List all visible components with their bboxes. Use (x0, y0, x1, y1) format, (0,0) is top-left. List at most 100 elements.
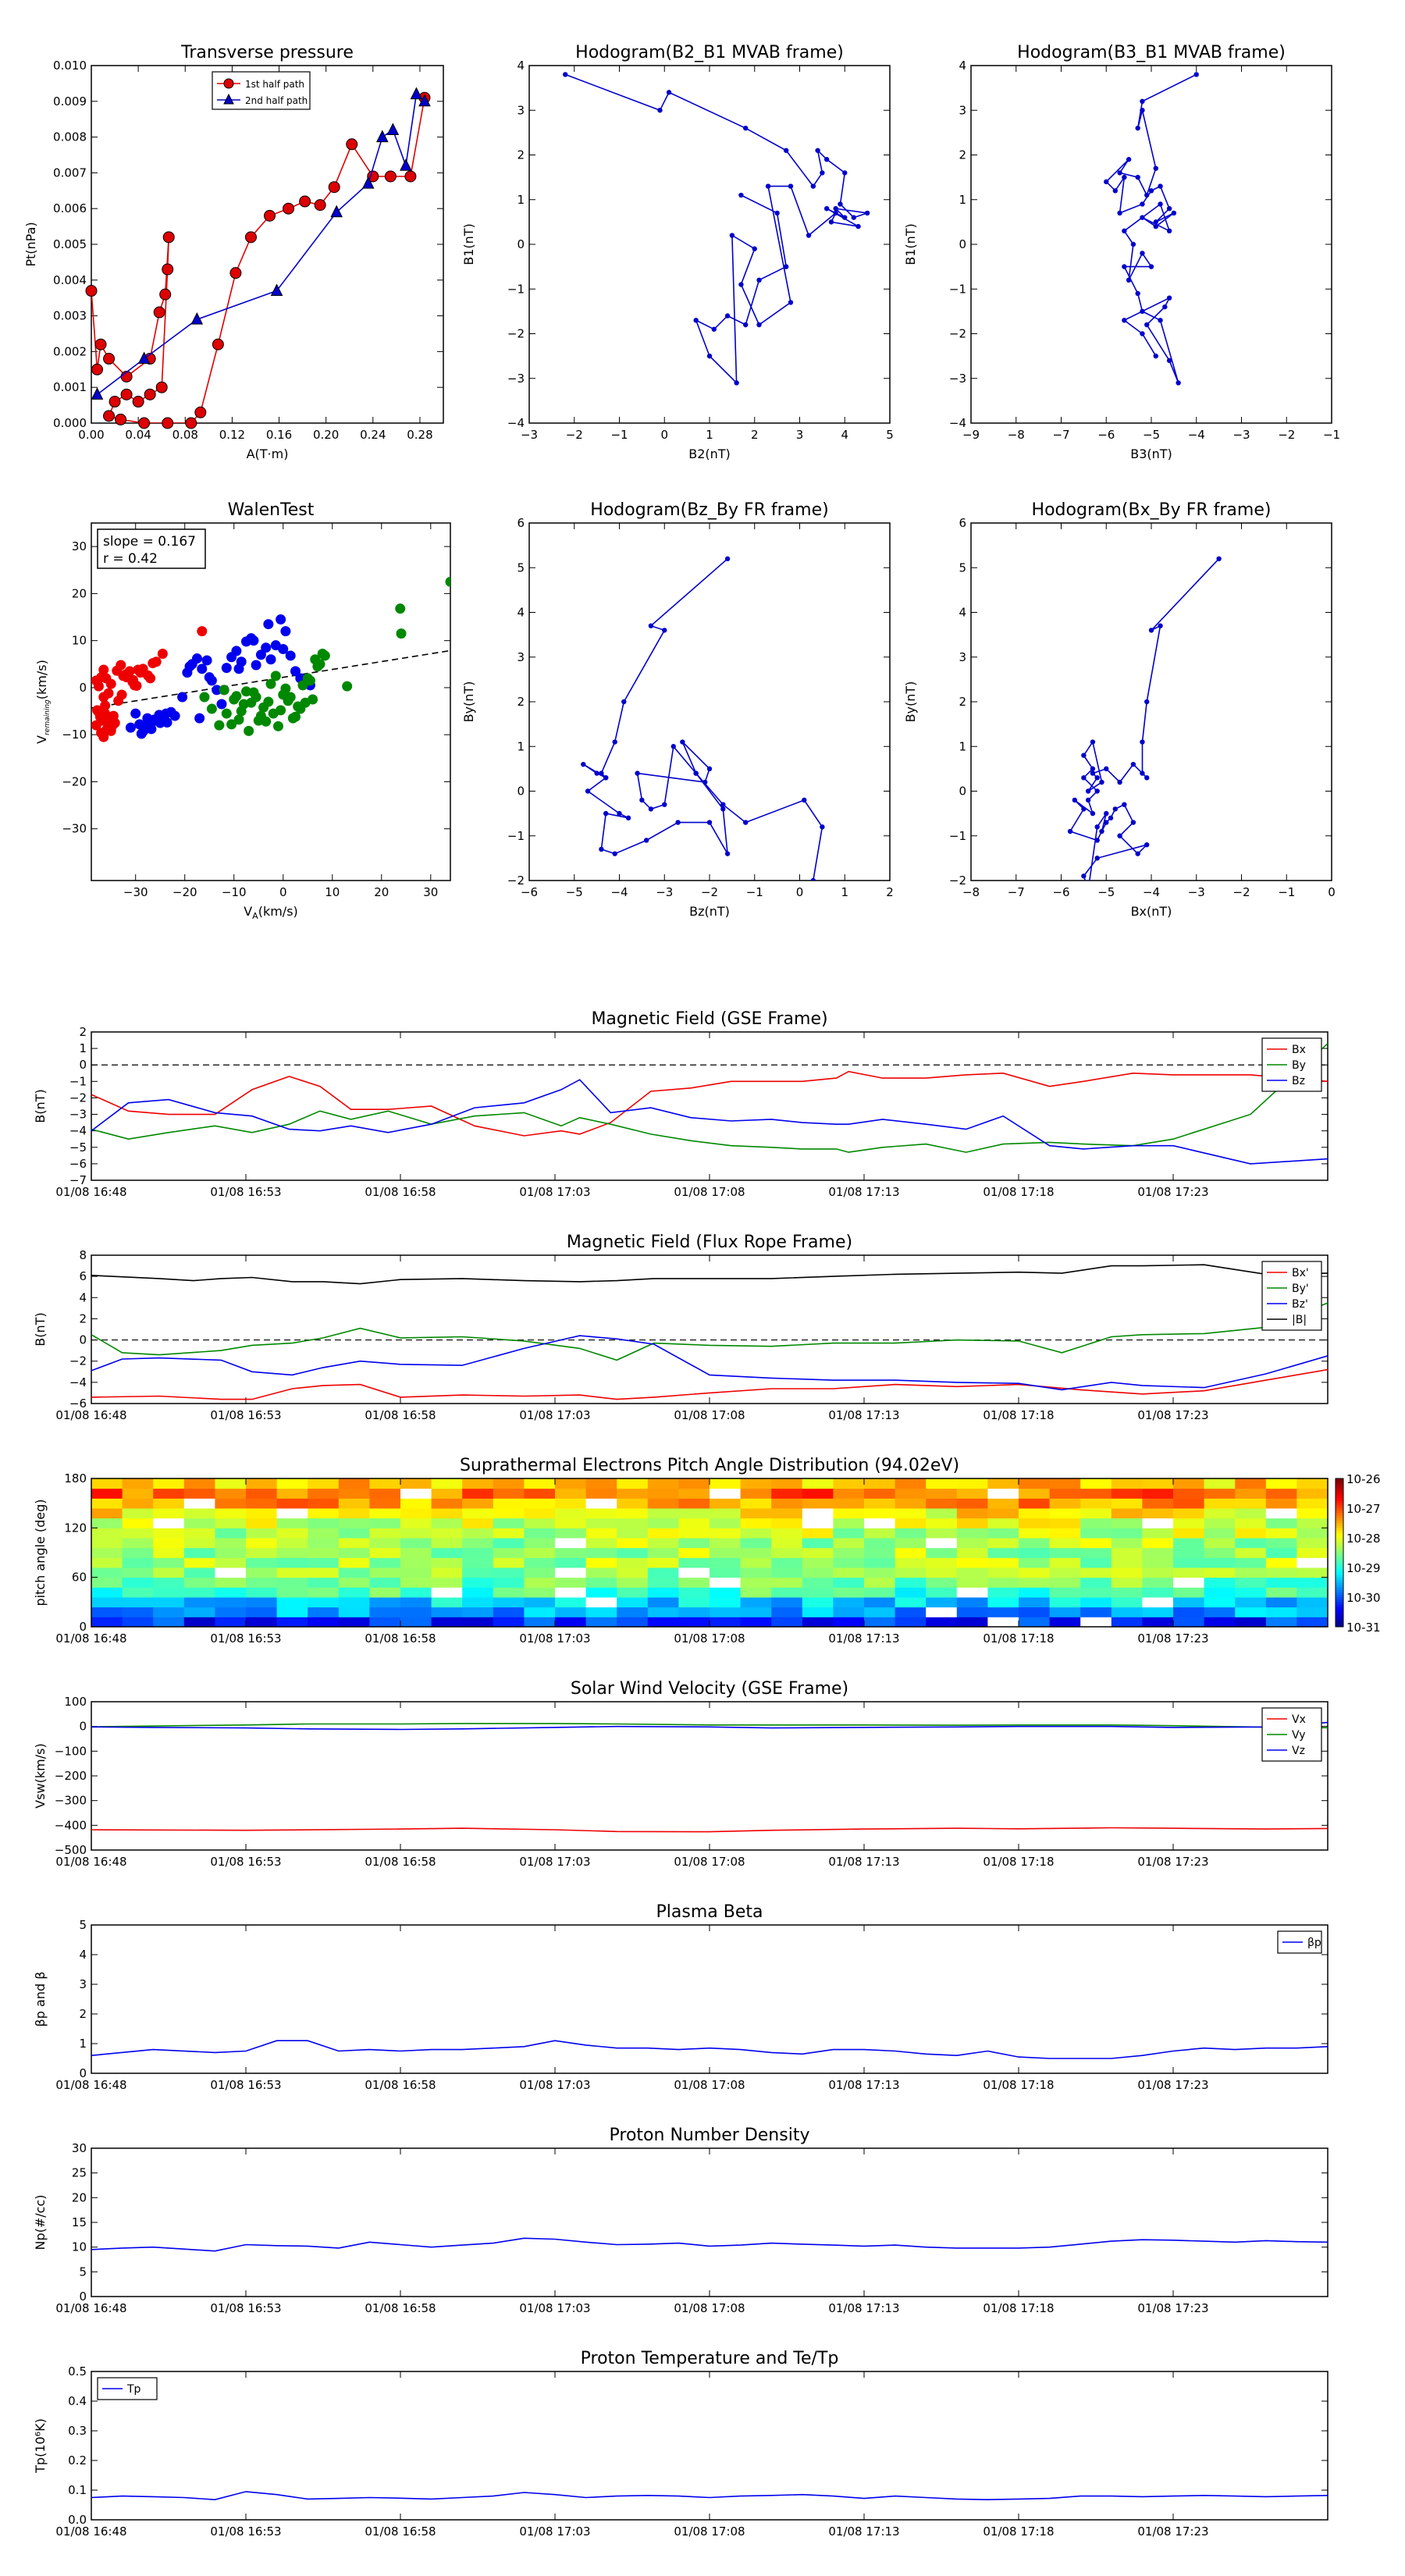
sw-xtick-label: 01/08 17:18 (983, 1855, 1054, 1869)
h3-xtick-label: 2 (886, 885, 894, 899)
wt-point (445, 576, 450, 587)
pad-cell (678, 1488, 710, 1499)
pad-cell (1080, 1528, 1112, 1539)
pad-cell (1019, 1517, 1051, 1528)
pad-cell (308, 1508, 340, 1519)
pad-cell (1049, 1488, 1081, 1499)
pad-colorbar-cell (1336, 1515, 1343, 1519)
pad-cell (1142, 1488, 1174, 1499)
h4-xtick-label: −2 (1232, 885, 1250, 899)
pad-xtick-label: 01/08 16:48 (55, 1631, 126, 1646)
tp-circle-marker (162, 263, 174, 276)
fr-frame (91, 1254, 1329, 1404)
pad-cell (122, 1528, 154, 1539)
h4-ytick-label: −2 (949, 873, 966, 888)
pad-cell (956, 1517, 988, 1528)
pad-cell (276, 1567, 308, 1578)
pad-colorbar-cell (1336, 1496, 1343, 1499)
h1-point (666, 90, 672, 95)
pad-cell (400, 1617, 432, 1628)
fr-xtick-label: 01/08 17:08 (674, 1408, 745, 1422)
pad-cell (555, 1538, 587, 1549)
h4-trace (1069, 558, 1220, 881)
wt-point (197, 664, 208, 674)
np-frame (91, 2147, 1329, 2297)
pad-cell (555, 1557, 587, 1568)
pad-cell (833, 1577, 865, 1588)
pad-cell (1235, 1478, 1267, 1489)
h4-frame (970, 522, 1332, 881)
np-xtick-label: 01/08 16:53 (210, 2301, 281, 2315)
pad-colorbar-cell (1336, 1606, 1343, 1610)
h4-point (1117, 833, 1122, 838)
h3-point (617, 810, 622, 817)
tpx-line-Tp (91, 2491, 1328, 2501)
fr-ylabel: B(nT) (33, 1312, 48, 1346)
h2-point (1158, 201, 1163, 207)
tp-frame (91, 65, 444, 424)
pad-cell (1080, 1498, 1112, 1509)
pad-cell (802, 1606, 834, 1617)
pad-colorbar-cell (1336, 1530, 1343, 1534)
h2-ytick-label: 0 (959, 237, 966, 251)
h1-ytick-label: 0 (517, 237, 525, 251)
pad-cell (926, 1597, 958, 1608)
pad-cell (431, 1478, 463, 1489)
h4-point (1104, 810, 1109, 817)
panel-pad: Suprathermal Electrons Pitch Angle Distr… (33, 1456, 1381, 1646)
h4-point (1140, 770, 1145, 776)
pad-cell (1173, 1597, 1205, 1608)
tp-circle-marker (144, 388, 156, 400)
pad-colorbar-cell (1336, 1597, 1343, 1600)
pad-cell (493, 1597, 525, 1608)
pad-cell (956, 1606, 988, 1617)
pad-cell (369, 1528, 401, 1539)
h3-ylabel: By(nT) (461, 681, 476, 723)
pad-cell (91, 1528, 123, 1539)
pad-cell (647, 1528, 679, 1539)
pad-cell (555, 1547, 587, 1558)
h4-ytick-label: 0 (959, 785, 966, 799)
h4-ylabel: By(nT) (903, 681, 918, 723)
pad-cell (400, 1528, 432, 1539)
panel-h4: Hodogram(Bx_By FR frame) −8 −7 −6 −5 −4 −3 −2 −1… (903, 500, 1336, 919)
h3-point (612, 739, 617, 745)
pad-cell (864, 1606, 896, 1617)
pad-cell (1173, 1528, 1205, 1539)
pad-colorbar-cell (1336, 1599, 1343, 1603)
pad-cell (926, 1557, 958, 1568)
tp-circle-marker (85, 285, 98, 297)
beta-legend-label: βp (1307, 1937, 1321, 1949)
h3-point (648, 623, 654, 628)
h1-point (693, 318, 699, 323)
pad-cell (431, 1597, 463, 1608)
pad-cell (1265, 1587, 1297, 1598)
h4-point (1158, 623, 1163, 628)
wt-xtick-label: −10 (222, 885, 247, 899)
pad-cell (462, 1567, 494, 1578)
pad-colorbar-cell (1336, 1550, 1343, 1553)
h1-xtick-label: 5 (886, 428, 894, 442)
h3-point (599, 846, 604, 852)
pad-cell (153, 1577, 185, 1588)
pad-cell (183, 1517, 215, 1528)
wt-point (194, 713, 205, 724)
h2-ytick-label: 3 (959, 103, 966, 117)
h1-xtick-label: 2 (751, 428, 759, 442)
h3-point (720, 802, 726, 807)
pad-cell (1080, 1478, 1112, 1489)
pad-cell (647, 1517, 679, 1528)
pad-cell (956, 1557, 988, 1568)
h1-point (823, 157, 830, 162)
pad-cell (678, 1587, 710, 1598)
pad-colorbar-cell (1336, 1505, 1343, 1509)
pad-cell (647, 1567, 679, 1578)
pad-cell (153, 1538, 185, 1549)
h3-ytick-label: 6 (517, 516, 525, 530)
pad-colorbar-cell (1336, 1488, 1343, 1492)
pad-cell (864, 1567, 896, 1578)
pad-cell (555, 1606, 587, 1617)
beta-xtick-label: 01/08 16:58 (365, 2078, 436, 2092)
wt-point (199, 692, 210, 703)
